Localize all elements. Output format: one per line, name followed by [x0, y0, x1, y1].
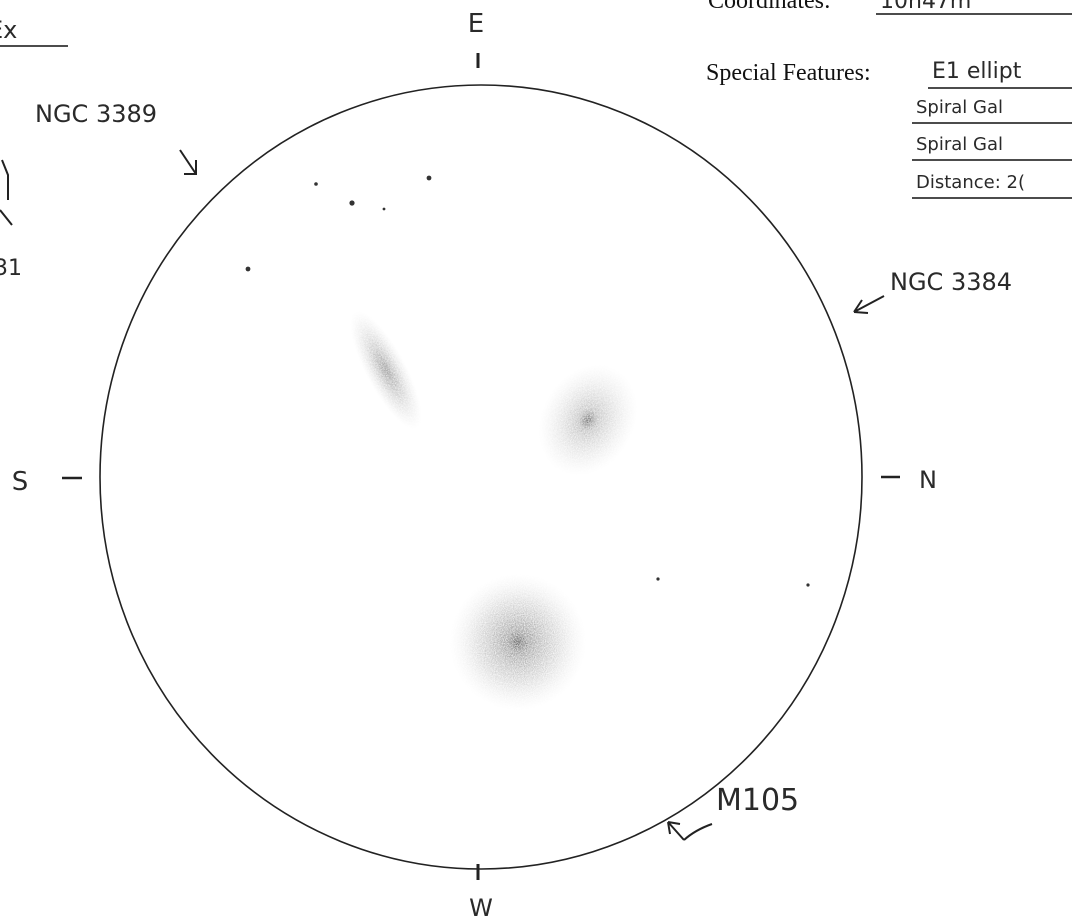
margin-marks — [0, 159, 13, 226]
feature-item: Distance: 2( — [916, 172, 1025, 193]
field-of-view — [99, 84, 863, 870]
object-label: NGC 3389 — [35, 100, 157, 128]
compass-east: E — [468, 9, 484, 39]
feature-item: E1 ellipt — [932, 59, 1022, 84]
coordinates-label: Coordinates: — [708, 0, 831, 14]
stars — [245, 175, 810, 587]
arrow — [853, 295, 885, 314]
galaxy-ngc3389 — [350, 310, 422, 430]
galaxy-m105 — [450, 574, 586, 710]
object-label: NGC 3384 — [890, 268, 1012, 296]
arrow — [667, 821, 713, 841]
feature-item: Spiral Gal — [916, 97, 1003, 118]
compass-north: N — [919, 466, 937, 494]
object-label: M105 — [716, 783, 799, 818]
feature-item: Spiral Gal — [916, 134, 1003, 155]
galaxy-ngc3384 — [538, 364, 638, 476]
compass-west: W — [469, 894, 493, 922]
arrow — [179, 149, 197, 175]
margin-text: 31 — [0, 256, 22, 281]
compass-south: S — [12, 467, 29, 497]
features-label: Special Features: — [706, 60, 871, 86]
margin-text: Ex — [0, 16, 17, 44]
coordinates-value: 10h47m — [880, 0, 971, 14]
